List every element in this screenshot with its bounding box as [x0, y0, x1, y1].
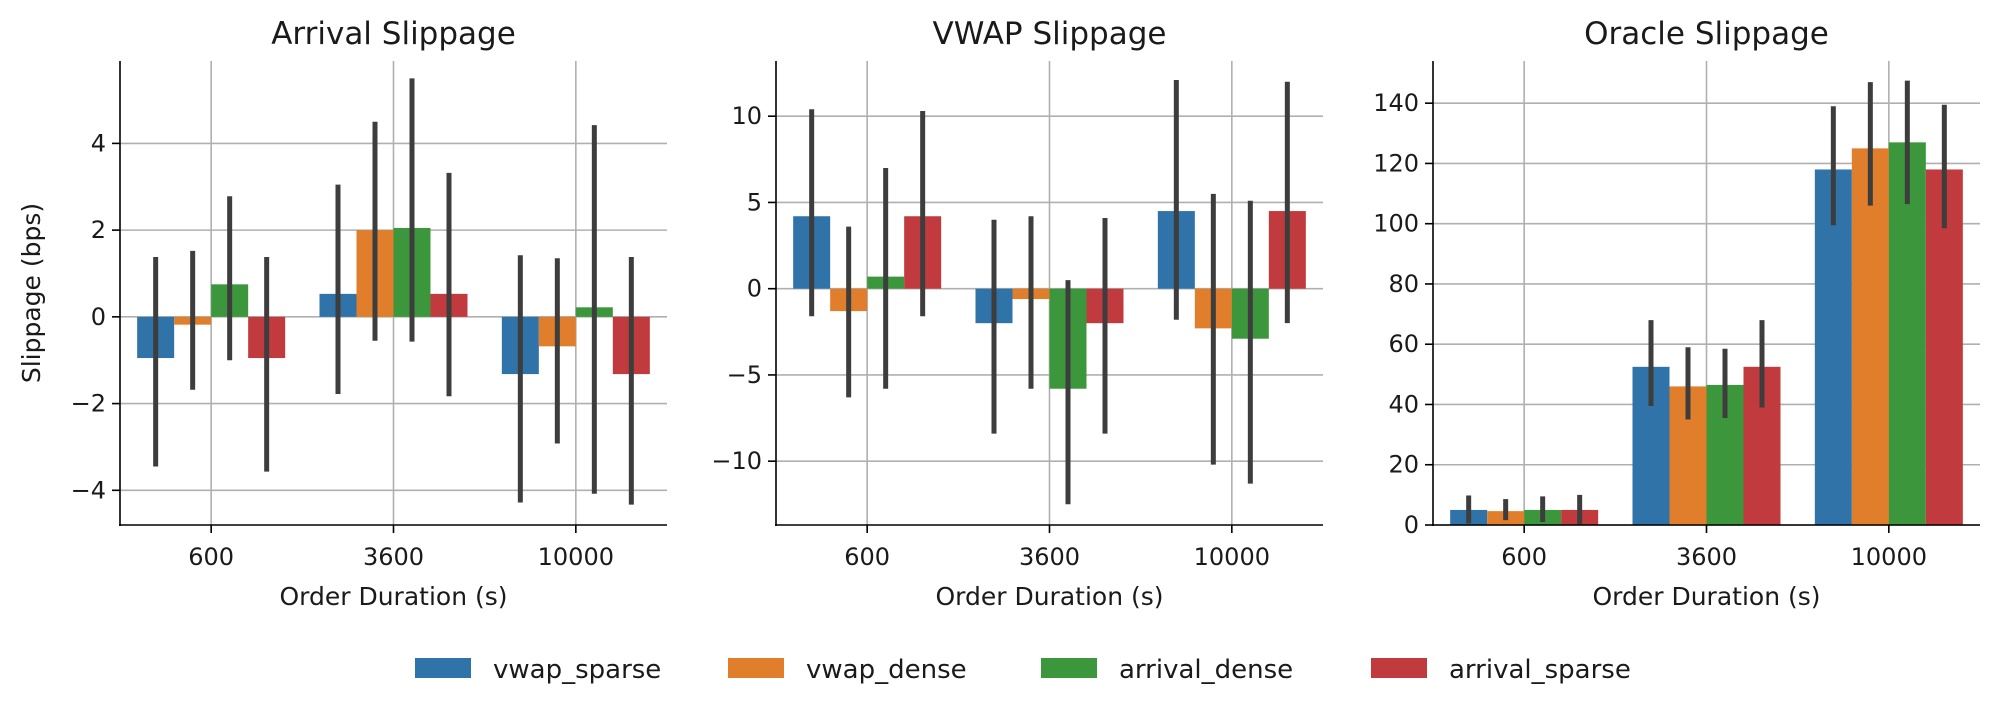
- x-tick-label: 600: [188, 543, 234, 571]
- bar-arrival_sparse-10000: [1925, 169, 1963, 525]
- legend-item-arrival_sparse: arrival_sparse: [1371, 655, 1631, 685]
- legend-swatch: [1371, 658, 1427, 678]
- y-tick-label: 100: [1373, 210, 1419, 238]
- legend-label: arrival_sparse: [1449, 655, 1631, 685]
- legend-item-vwap_sparse: vwap_sparse: [415, 655, 661, 685]
- y-tick-label: 0: [747, 275, 762, 303]
- panel-3: 0 20 40 60 80 100 120 140 600 3600 10000 Oracle Sli…: [1373, 16, 1980, 611]
- x-axis-label: Order Duration (s): [279, 582, 507, 611]
- panel-1: −4 −2 0 2 4 600 3600 10000 Arrival Slippage Order…: [17, 16, 667, 611]
- panel-title: Oracle Slippage: [1584, 16, 1829, 52]
- y-tick-label: 4: [91, 129, 106, 157]
- panel-title: VWAP Slippage: [933, 16, 1167, 52]
- legend-swatch: [1041, 658, 1097, 678]
- y-tick-label: 120: [1373, 149, 1419, 177]
- y-tick-label: −5: [727, 361, 762, 389]
- legend-item-arrival_dense: arrival_dense: [1041, 655, 1293, 685]
- y-tick-label: 60: [1388, 330, 1419, 358]
- x-axis-label: Order Duration (s): [1592, 582, 1820, 611]
- bar-vwap_dense-10000: [1851, 148, 1889, 525]
- y-tick-label: 0: [91, 303, 106, 331]
- legend-swatch: [415, 658, 471, 678]
- bar-vwap_sparse-10000: [1814, 169, 1852, 525]
- x-tick-label: 600: [844, 543, 890, 571]
- legend-label: vwap_sparse: [493, 655, 661, 685]
- legend-label: arrival_dense: [1119, 655, 1293, 685]
- y-tick-label: 0: [1404, 511, 1419, 539]
- y-tick-label: −2: [71, 390, 106, 418]
- y-axis-label: Slippage (bps): [17, 203, 46, 383]
- x-tick-label: 3600: [1019, 543, 1080, 571]
- legend-item-vwap_dense: vwap_dense: [728, 655, 967, 685]
- x-tick-label: 10000: [538, 543, 614, 571]
- x-tick-label: 10000: [1851, 543, 1927, 571]
- bar-arrival_dense-10000: [1888, 142, 1926, 525]
- x-tick-label: 3600: [1676, 543, 1737, 571]
- y-tick-label: −4: [71, 476, 106, 504]
- panel-title: Arrival Slippage: [271, 16, 516, 52]
- x-tick-label: 3600: [363, 543, 424, 571]
- y-tick-label: −10: [711, 447, 762, 475]
- x-tick-label: 600: [1501, 543, 1547, 571]
- y-tick-label: 140: [1373, 89, 1419, 117]
- y-tick-label: 2: [91, 216, 106, 244]
- y-tick-label: 80: [1388, 270, 1419, 298]
- legend-label: vwap_dense: [806, 655, 967, 685]
- y-tick-label: 40: [1388, 390, 1419, 418]
- y-tick-label: 10: [731, 102, 762, 130]
- legend-swatch: [728, 658, 784, 678]
- x-axis-label: Order Duration (s): [935, 582, 1163, 611]
- panel-2: −10 −5 0 5 10 600 3600 10000 VWAP Slippage Order …: [711, 16, 1323, 611]
- x-tick-label: 10000: [1194, 543, 1270, 571]
- y-tick-label: 5: [747, 188, 762, 216]
- legend: vwap_sparse vwap_dense arrival_dense arriva…: [415, 655, 1631, 685]
- y-tick-label: 20: [1388, 451, 1419, 479]
